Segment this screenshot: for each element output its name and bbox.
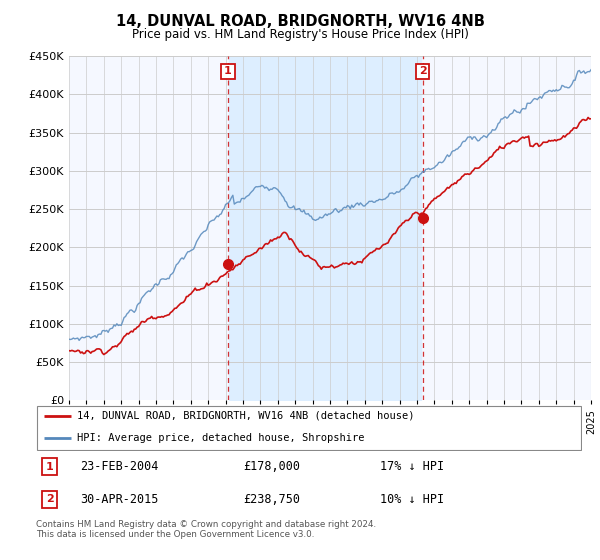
Text: 2: 2 [46, 494, 53, 505]
Text: 10% ↓ HPI: 10% ↓ HPI [380, 493, 444, 506]
Text: 1: 1 [224, 66, 232, 76]
Text: 14, DUNVAL ROAD, BRIDGNORTH, WV16 4NB (detached house): 14, DUNVAL ROAD, BRIDGNORTH, WV16 4NB (d… [77, 411, 415, 421]
Text: 1: 1 [46, 461, 53, 472]
Text: £238,750: £238,750 [244, 493, 301, 506]
Text: Price paid vs. HM Land Registry's House Price Index (HPI): Price paid vs. HM Land Registry's House … [131, 28, 469, 41]
Text: 30-APR-2015: 30-APR-2015 [80, 493, 158, 506]
Text: HPI: Average price, detached house, Shropshire: HPI: Average price, detached house, Shro… [77, 433, 364, 443]
FancyBboxPatch shape [37, 406, 581, 450]
Text: Contains HM Land Registry data © Crown copyright and database right 2024.
This d: Contains HM Land Registry data © Crown c… [36, 520, 376, 539]
Text: £178,000: £178,000 [244, 460, 301, 473]
Text: 2: 2 [419, 66, 427, 76]
Text: 14, DUNVAL ROAD, BRIDGNORTH, WV16 4NB: 14, DUNVAL ROAD, BRIDGNORTH, WV16 4NB [116, 14, 484, 29]
Text: 17% ↓ HPI: 17% ↓ HPI [380, 460, 444, 473]
Text: 23-FEB-2004: 23-FEB-2004 [80, 460, 158, 473]
